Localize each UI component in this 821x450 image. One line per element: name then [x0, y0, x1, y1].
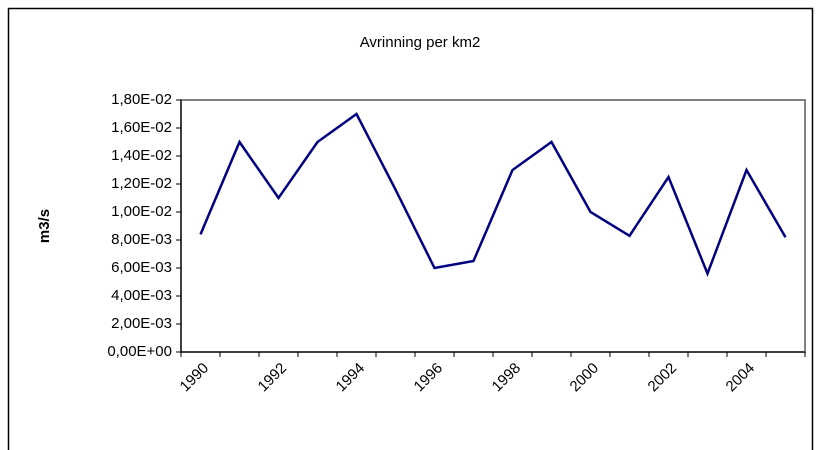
y-axis-title: m3/s: [36, 209, 53, 243]
chart-title: Avrinning per km2: [360, 34, 481, 51]
y-tick-label: 0,00E+00: [107, 343, 172, 360]
y-tick-label: 8,00E-03: [111, 231, 172, 248]
y-tick-label: 1,80E-02: [111, 91, 172, 108]
y-tick-label: 1,60E-02: [111, 119, 172, 136]
y-tick-label: 4,00E-03: [111, 287, 172, 304]
data-line: [199, 112, 787, 278]
y-tick-label: 1,00E-02: [111, 203, 172, 220]
plot-area: [180, 99, 806, 353]
y-tick-label: 2,00E-03: [111, 315, 172, 332]
y-tick-label: 1,20E-02: [111, 175, 172, 192]
y-tick-label: 6,00E-03: [111, 259, 172, 276]
y-tick-label: 1,40E-02: [111, 147, 172, 164]
